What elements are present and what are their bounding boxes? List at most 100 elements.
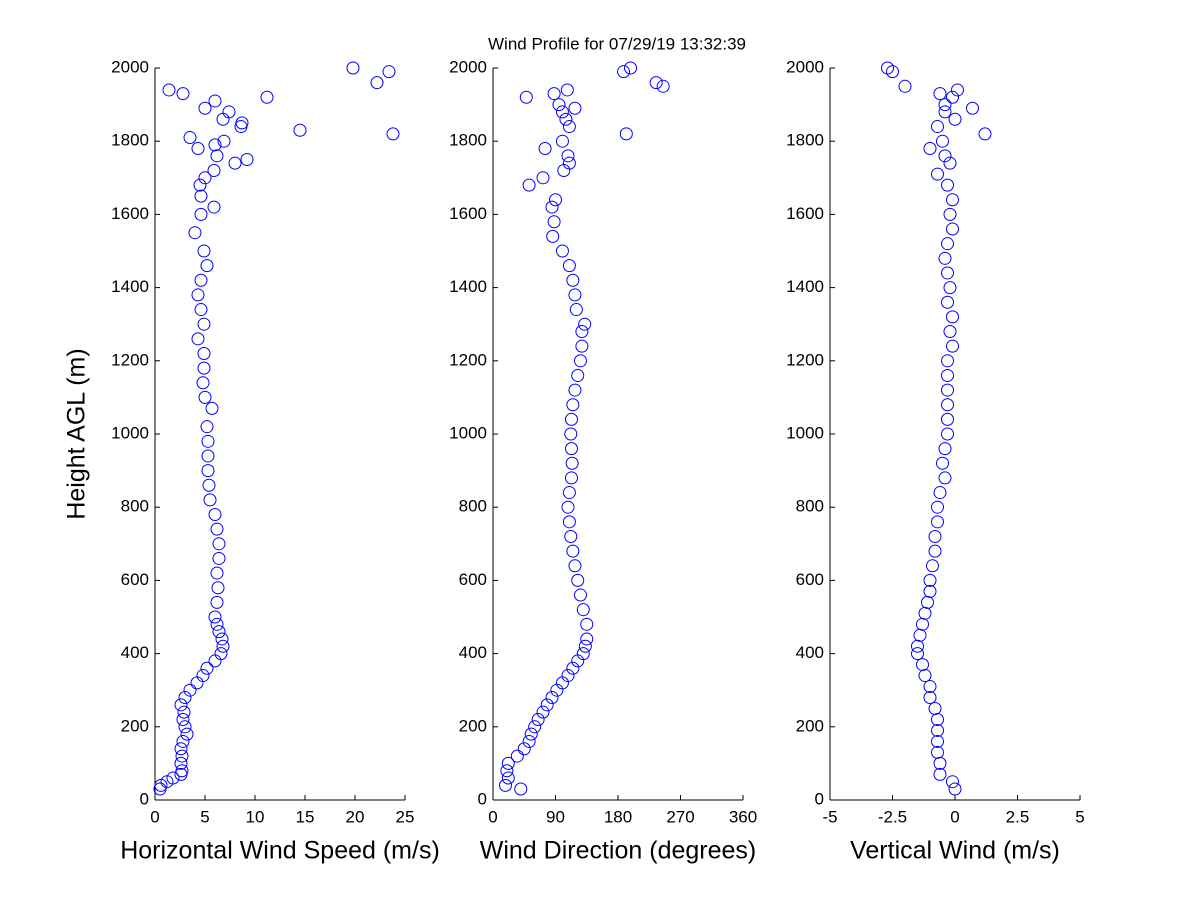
- x-axis-label: Vertical Wind (m/s): [850, 837, 1060, 865]
- point: [898, 79, 912, 93]
- point: [546, 229, 560, 243]
- point: [166, 771, 180, 785]
- point: [510, 749, 524, 763]
- point: [571, 368, 585, 382]
- point: [566, 398, 580, 412]
- y-tick-label: 2000: [786, 57, 824, 76]
- figure-title: Wind Profile for 07/29/19 13:32:39: [488, 34, 746, 53]
- point: [923, 680, 937, 694]
- point: [210, 522, 224, 536]
- point: [928, 544, 942, 558]
- point: [200, 259, 214, 273]
- point: [575, 339, 589, 353]
- y-tick-label: 600: [796, 570, 824, 589]
- point: [928, 702, 942, 715]
- point: [208, 138, 222, 152]
- point: [215, 632, 229, 646]
- point: [941, 266, 954, 280]
- point: [926, 559, 939, 573]
- point: [208, 610, 222, 624]
- point: [198, 101, 212, 115]
- point: [174, 698, 188, 712]
- y-tick-label: 1200: [449, 350, 487, 369]
- y-tick-label: 400: [796, 643, 824, 662]
- point: [216, 112, 230, 126]
- point: [911, 639, 924, 653]
- x-tick-label: -5: [822, 807, 837, 826]
- point: [212, 551, 226, 565]
- point: [555, 244, 569, 258]
- point: [568, 101, 582, 115]
- point: [624, 61, 637, 75]
- point: [197, 317, 211, 331]
- point: [566, 661, 580, 675]
- point: [941, 412, 954, 426]
- point: [176, 87, 190, 101]
- point: [194, 207, 208, 221]
- point: [545, 200, 559, 214]
- point: [370, 76, 384, 90]
- point: [203, 493, 217, 507]
- point: [564, 427, 578, 441]
- point: [561, 149, 575, 163]
- point: [555, 105, 569, 119]
- point: [943, 207, 957, 221]
- point: [649, 76, 663, 90]
- point: [346, 61, 360, 75]
- point: [566, 544, 580, 558]
- point: [923, 142, 937, 156]
- point: [923, 573, 937, 587]
- point: [501, 756, 515, 770]
- point: [933, 87, 947, 101]
- point: [938, 149, 952, 163]
- point: [198, 171, 212, 185]
- point: [936, 134, 949, 148]
- point: [222, 105, 236, 119]
- y-tick-label: 1000: [111, 423, 149, 442]
- point: [235, 116, 249, 130]
- point: [564, 412, 578, 426]
- y-tick-label: 1800: [111, 131, 149, 150]
- point: [517, 742, 531, 756]
- point: [931, 120, 944, 134]
- point: [966, 101, 979, 115]
- point: [549, 193, 562, 207]
- y-tick-label: 200: [459, 716, 487, 735]
- point: [176, 734, 190, 748]
- point: [536, 171, 550, 185]
- point: [946, 310, 959, 324]
- point: [564, 529, 578, 543]
- y-tick-label: 800: [121, 497, 149, 516]
- y-tick-label: 1800: [786, 131, 824, 150]
- point: [938, 105, 952, 119]
- y-tick-label: 200: [121, 716, 149, 735]
- point: [214, 647, 228, 661]
- point: [941, 398, 954, 412]
- point: [941, 237, 954, 251]
- point: [562, 515, 576, 529]
- point: [211, 581, 225, 595]
- point: [514, 782, 528, 796]
- point: [194, 303, 208, 317]
- point: [183, 131, 197, 145]
- point: [576, 647, 590, 661]
- point: [191, 332, 205, 346]
- point: [200, 661, 214, 675]
- x-tick-label: 270: [666, 807, 694, 826]
- point: [205, 401, 219, 415]
- point: [946, 339, 959, 353]
- point: [931, 515, 944, 529]
- point: [578, 317, 592, 331]
- point: [656, 79, 670, 93]
- x-tick-label: 5: [1075, 807, 1084, 826]
- point: [574, 588, 587, 602]
- point: [536, 705, 550, 719]
- point: [190, 676, 204, 690]
- point: [941, 427, 954, 441]
- point: [228, 156, 242, 170]
- x-tick-label: 5: [200, 807, 209, 826]
- point: [574, 354, 587, 368]
- point: [194, 189, 208, 203]
- x-tick-label: 15: [296, 807, 315, 826]
